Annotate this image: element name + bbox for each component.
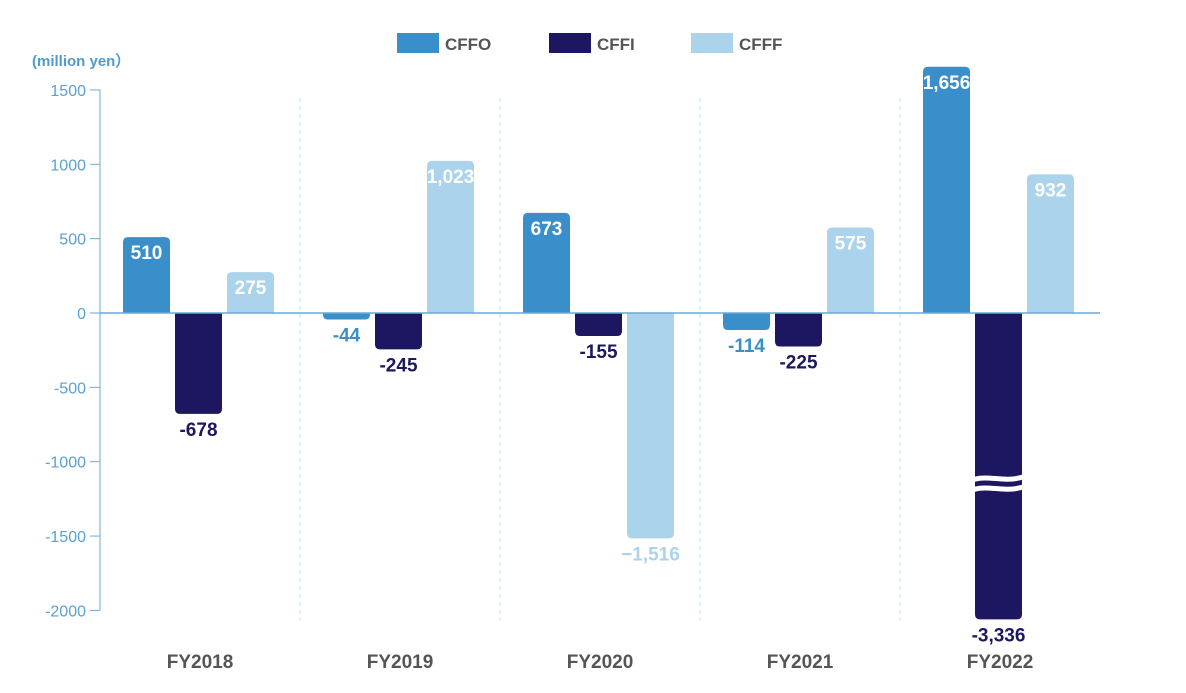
bars xyxy=(123,66,1074,620)
bar-cfff-fy2018 xyxy=(227,272,274,313)
bar-cffo-fy2022 xyxy=(923,66,970,313)
data-label-cffi-fy2020: -155 xyxy=(579,342,617,363)
y-tick-label: -2000 xyxy=(45,603,86,620)
y-tick-label: 1500 xyxy=(50,83,86,100)
data-labels: 510-678275-44-2451,023673-155−1,516-114-… xyxy=(130,72,1067,646)
legend-swatch-cfff xyxy=(691,33,733,53)
data-label-cffo-fy2019: -44 xyxy=(333,326,361,347)
data-label-cffi-fy2021: -225 xyxy=(779,352,817,373)
y-axis-unit-label: (million yen） xyxy=(32,52,130,70)
axis-break-mark xyxy=(961,480,1036,497)
data-label-cffi-fy2022: -3,336 xyxy=(972,625,1026,646)
category-dividers xyxy=(299,97,901,621)
data-label-cffo-fy2018: 510 xyxy=(131,243,163,264)
legend-label-cffo: CFFO xyxy=(445,35,491,54)
legend-label-cfff: CFFF xyxy=(739,35,782,54)
data-label-cffi-fy2018: -678 xyxy=(179,420,217,441)
y-tick-label: 500 xyxy=(59,232,86,249)
x-category-label: FY2020 xyxy=(567,652,634,673)
bar-cffi-fy2020 xyxy=(575,313,622,337)
bar-cffo-fy2018 xyxy=(123,237,170,313)
legend-swatch-cffo xyxy=(397,33,439,53)
x-category-label: FY2022 xyxy=(967,652,1034,673)
bar-cffo-fy2020 xyxy=(523,212,570,313)
data-label-cfff-fy2022: 932 xyxy=(1035,180,1067,201)
y-axis: 1500 1000 500 0 -500 -1000 -1500 -2000 xyxy=(45,83,101,620)
data-label-cfff-fy2020: −1,516 xyxy=(621,544,680,565)
y-tick-label: -1500 xyxy=(45,529,86,546)
x-axis: FY2018 FY2019 FY2020 FY2021 FY2022 xyxy=(167,652,1034,673)
bar-cffi-fy2019 xyxy=(375,313,422,350)
legend-swatch-cffi xyxy=(549,33,591,53)
y-tick-label: -500 xyxy=(54,380,86,397)
bar-cffi-fy2018 xyxy=(175,313,222,414)
data-label-cffo-fy2020: 673 xyxy=(531,219,563,240)
legend-label-cffi: CFFI xyxy=(597,35,635,54)
x-category-label: FY2018 xyxy=(167,652,234,673)
bar-cfff-fy2019 xyxy=(427,160,474,313)
data-label-cffo-fy2021: -114 xyxy=(728,336,765,357)
data-label-cffo-fy2022: 1,656 xyxy=(923,73,971,94)
y-tick-label: 1000 xyxy=(50,157,86,174)
x-category-label: FY2021 xyxy=(767,652,834,673)
y-tick-label: -1000 xyxy=(45,455,86,472)
bar-cffi-fy2021 xyxy=(775,313,822,347)
data-label-cfff-fy2021: 575 xyxy=(835,233,867,254)
data-label-cfff-fy2018: 275 xyxy=(235,278,267,299)
bar-cffo-fy2019 xyxy=(323,313,370,320)
bar-cffi-fy2022 xyxy=(975,313,1022,620)
bar-cfff-fy2020 xyxy=(627,313,674,539)
x-category-label: FY2019 xyxy=(367,652,434,673)
data-label-cffi-fy2019: -245 xyxy=(379,355,417,376)
data-label-cfff-fy2019: 1,023 xyxy=(427,167,475,188)
bar-cfff-fy2022 xyxy=(1027,174,1074,313)
bar-cfff-fy2021 xyxy=(827,227,874,313)
y-tick-label: 0 xyxy=(77,306,86,323)
chart-legend: CFFO CFFI CFFF xyxy=(397,33,782,54)
axis-break-mark xyxy=(961,470,1036,487)
bar-cffo-fy2021 xyxy=(723,313,770,330)
